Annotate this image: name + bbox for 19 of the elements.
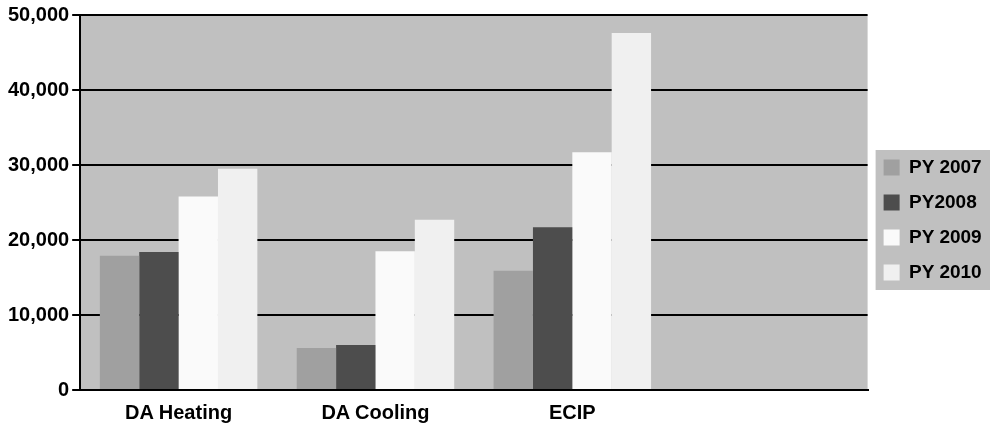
bar	[493, 270, 533, 389]
legend-label: PY 2009	[909, 225, 982, 247]
bar	[336, 345, 376, 389]
x-tick-label: DA Cooling	[321, 400, 430, 423]
bar	[532, 227, 573, 389]
x-tick-label: DA Heating	[125, 400, 233, 423]
x-tick-label: ECIP	[548, 400, 596, 423]
y-tick-label: 30,000	[8, 152, 70, 175]
bar	[99, 255, 140, 389]
y-tick-label: 10,000	[8, 302, 70, 325]
y-tick-label: 0	[58, 377, 70, 400]
y-tick-label: 40,000	[8, 77, 70, 100]
legend-label: PY 2010	[909, 260, 982, 282]
legend-label: PY2008	[909, 190, 977, 212]
bar	[139, 252, 179, 389]
legend-label: PY 2007	[909, 155, 982, 177]
y-tick-label: 20,000	[8, 227, 70, 250]
y-tick-label: 50,000	[8, 2, 70, 25]
bar	[296, 348, 337, 389]
